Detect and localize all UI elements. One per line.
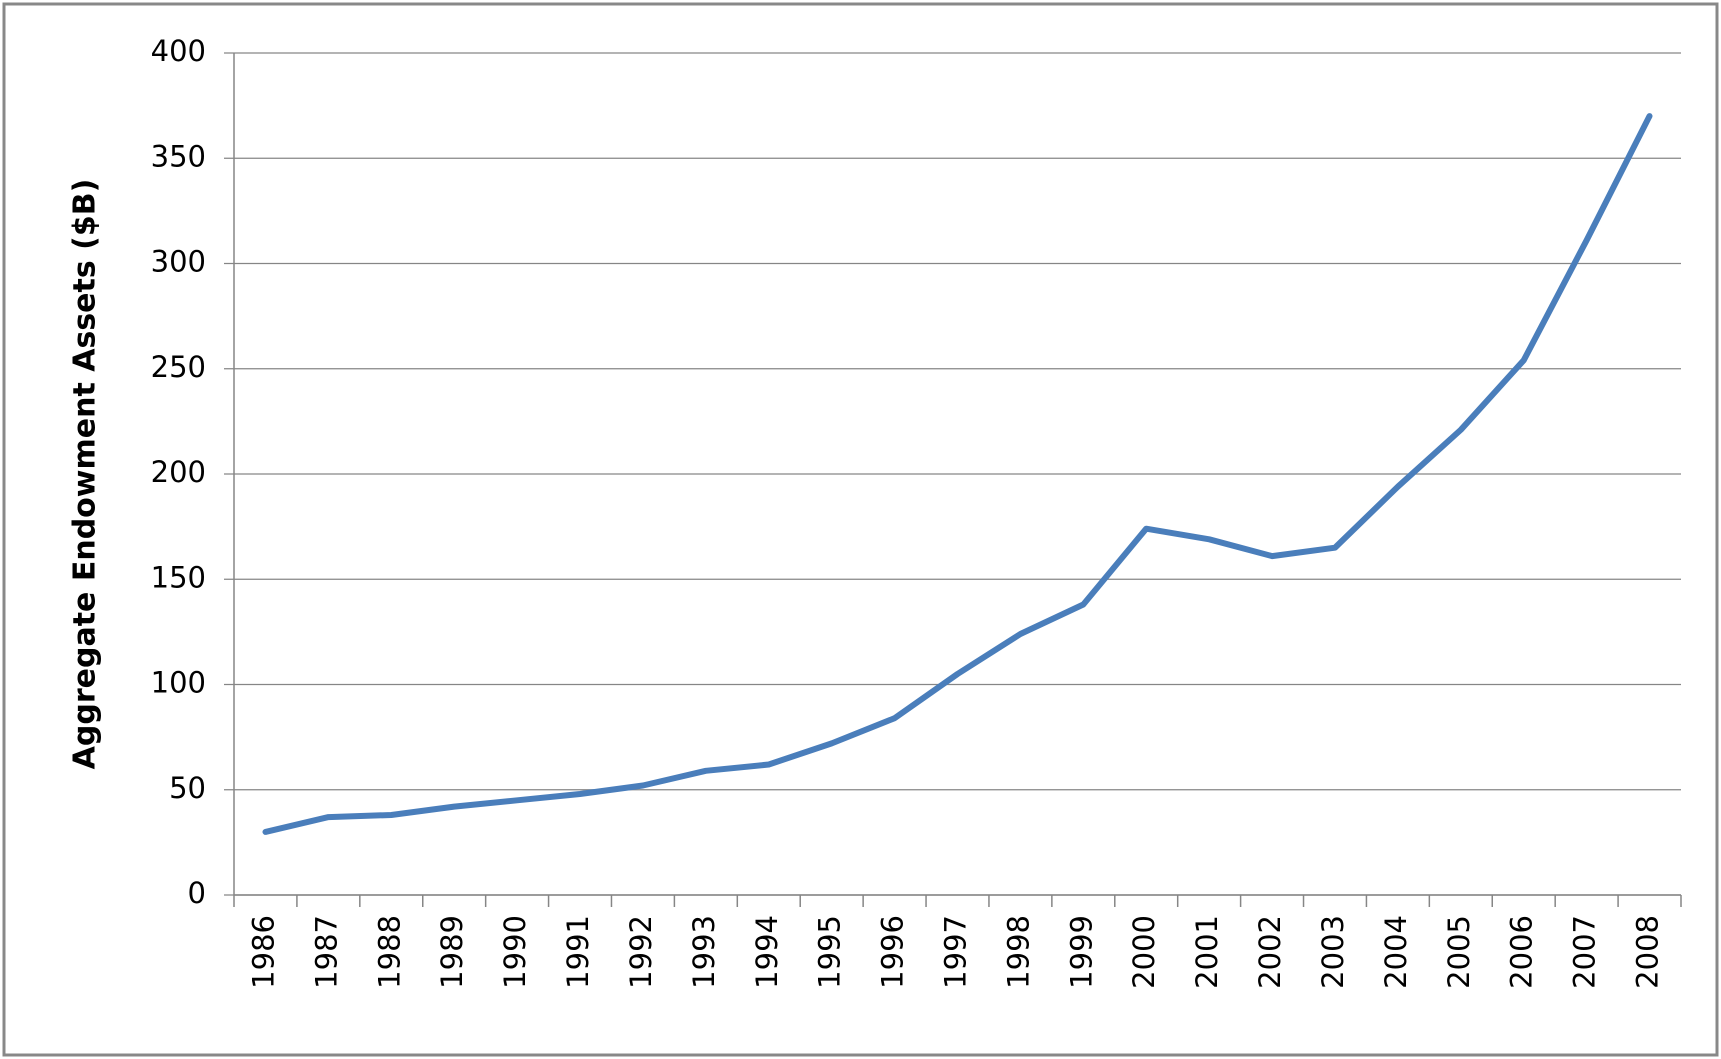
x-tick-label: 1996 [876, 915, 910, 989]
x-tick-label: 1991 [561, 915, 595, 989]
y-tick-label: 100 [151, 666, 206, 700]
x-tick-label: 1993 [687, 915, 721, 989]
x-tick-label: 1989 [435, 915, 469, 989]
y-tick-label: 300 [151, 245, 206, 279]
x-tick-label: 1994 [750, 915, 784, 989]
y-tick-label: 400 [151, 34, 206, 68]
y-tick-label: 50 [169, 771, 206, 805]
x-tick-label: 2002 [1253, 915, 1287, 989]
x-tick-label: 1999 [1064, 915, 1098, 989]
data-line [262, 113, 1653, 835]
y-tick-label: 200 [151, 455, 206, 489]
x-tick-label: 2007 [1568, 915, 1602, 989]
x-tick-label: 2005 [1442, 915, 1476, 989]
x-tick-label: 1995 [813, 915, 847, 989]
y-axis-label: Aggregate Endowment Assets ($B) [68, 179, 103, 770]
y-tick-label: 250 [151, 350, 206, 384]
x-tick-label: 1987 [309, 915, 343, 989]
y-tick-label: 150 [151, 560, 206, 594]
x-tick-label: 2006 [1505, 915, 1539, 989]
x-tick-label: 1988 [372, 915, 406, 989]
y-tick-label: 350 [151, 139, 206, 173]
x-tick-label: 1992 [624, 915, 658, 989]
x-tick-label: 2001 [1190, 915, 1224, 989]
y-tick-label: 0 [188, 876, 206, 910]
x-tick-label: 1997 [939, 915, 973, 989]
x-tick-label: 1986 [246, 915, 280, 989]
x-tick-label: 2008 [1631, 915, 1665, 989]
x-tick-label: 1990 [498, 915, 532, 989]
x-tick-label: 1998 [1001, 915, 1035, 989]
x-tick-label: 2000 [1127, 915, 1161, 989]
x-tick-label: 2004 [1379, 915, 1413, 989]
x-tick-label: 2003 [1316, 915, 1350, 989]
